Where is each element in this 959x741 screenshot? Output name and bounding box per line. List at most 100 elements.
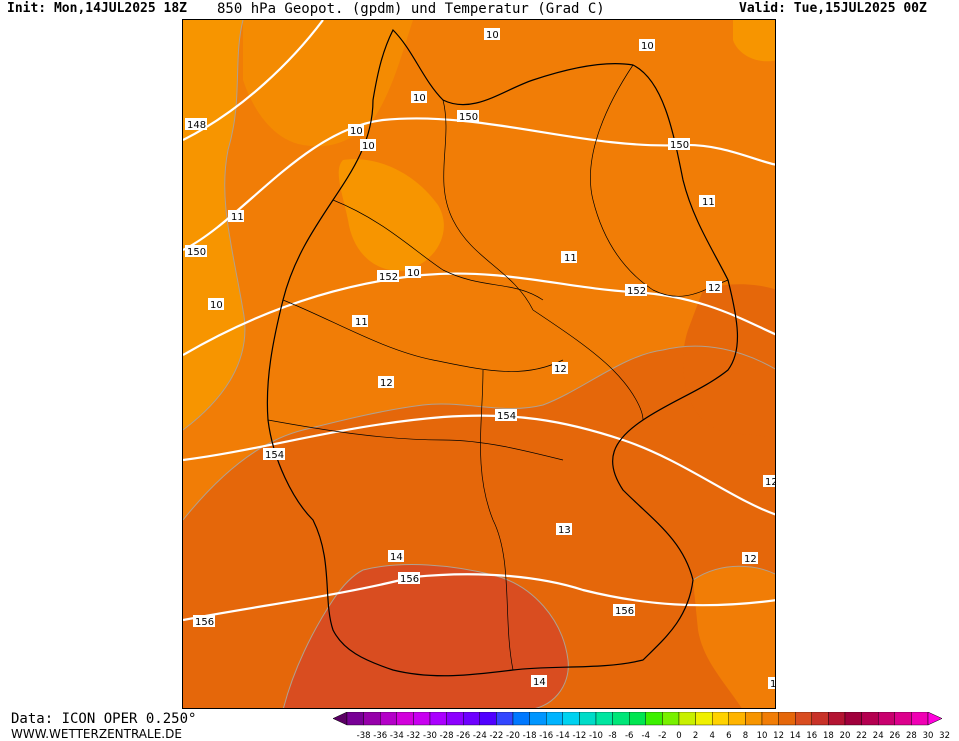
- temp-label-12-e: 12: [744, 554, 757, 565]
- temp-band-8-10-northeast: [733, 20, 775, 62]
- legend-tick-label: -22: [489, 731, 503, 740]
- color-legend-ticks: -38 -36 -34 -32 -30 -28 -26 -24 -22 -20 -18 -16 -14-…: [357, 731, 950, 740]
- legend-tick-label: 18: [823, 731, 834, 740]
- init-time: Init: Mon,14JUL2025 18Z: [7, 1, 188, 16]
- legend-cell: [795, 712, 813, 726]
- legend-tick-label: -36: [373, 731, 387, 740]
- legend-cell: [778, 712, 796, 726]
- legend-tick-label: 24: [873, 731, 884, 740]
- legend-cell: [612, 712, 630, 726]
- legend-tick-label: -6: [625, 731, 633, 740]
- temp-band-8-10-coast: [243, 20, 413, 147]
- legend-cell: [844, 712, 862, 726]
- temp-label-13: 13: [558, 525, 571, 536]
- legend-cell: [678, 712, 696, 726]
- legend-cell: [645, 712, 663, 726]
- temp-label-12-d: 12: [765, 477, 776, 488]
- geo-label-148: 148: [187, 120, 206, 131]
- legend-cell: [413, 712, 431, 726]
- legend-tick-label: -26: [456, 731, 470, 740]
- legend-tick-label: -38: [357, 731, 371, 740]
- legend-cell: [828, 712, 846, 726]
- legend-arrow-low: [333, 712, 348, 726]
- legend-cell: [512, 712, 530, 726]
- temp-label-11-b: 11: [702, 197, 715, 208]
- legend-cell: [695, 712, 713, 726]
- legend-tick-label: -2: [658, 731, 666, 740]
- legend-cell: [745, 712, 763, 726]
- legend-tick-label: 30: [923, 731, 934, 740]
- legend-tick-label: 20: [840, 731, 851, 740]
- temp-label-12-c: 12: [380, 378, 393, 389]
- geopotential-labels: 148 150 150 150 152 152 154 154 156 156 …: [185, 110, 690, 628]
- legend-tick-label: -8: [608, 731, 616, 740]
- legend-tick-label: -12: [572, 731, 586, 740]
- geopotential-lines: [183, 20, 775, 622]
- legend-tick-label: 16: [806, 731, 817, 740]
- legend-tick-label: -14: [556, 731, 570, 740]
- legend-tick-label: 22: [856, 731, 867, 740]
- legend-cell: [894, 712, 912, 726]
- legend-tick-label: 8: [743, 731, 748, 740]
- legend-cell: [545, 712, 563, 726]
- legend-cell: [761, 712, 779, 726]
- temp-label-14-a: 14: [390, 552, 403, 563]
- legend-tick-label: 28: [906, 731, 917, 740]
- legend-tick-label: 0: [676, 731, 681, 740]
- temperature-labels: 10 10 10 10 10 10 10 11 11 11 11 12 12 1…: [208, 28, 776, 690]
- temp-label-1: 1: [770, 679, 776, 690]
- temp-label-10-c: 10: [413, 93, 426, 104]
- legend-tick-label: 26: [889, 731, 900, 740]
- legend-tick-label: -30: [423, 731, 437, 740]
- legend-cell: [712, 712, 730, 726]
- legend-cell: [629, 712, 647, 726]
- legend-cell: [562, 712, 580, 726]
- legend-cell: [479, 712, 497, 726]
- geo-label-156-a: 156: [400, 574, 419, 585]
- legend-cell: [462, 712, 480, 726]
- temp-band-8-10-north: [338, 159, 444, 271]
- valid-time: Valid: Tue,15JUL2025 00Z: [739, 1, 927, 16]
- temp-label-10-b: 10: [641, 41, 654, 52]
- temp-label-11-a: 11: [231, 212, 244, 223]
- legend-tick-label: -24: [473, 731, 487, 740]
- temp-label-10-a: 10: [486, 30, 499, 41]
- legend-tick-label: -4: [642, 731, 650, 740]
- temp-label-10-g: 10: [210, 300, 223, 311]
- temp-label-12-a: 12: [708, 283, 721, 294]
- legend-cell: [911, 712, 929, 726]
- isotherm-lines: [183, 20, 775, 708]
- legend-cell: [878, 712, 896, 726]
- temp-label-11-d: 11: [355, 317, 368, 328]
- legend-tick-label: 12: [773, 731, 784, 740]
- legend-tick-label: -16: [539, 731, 553, 740]
- geo-label-154-a: 154: [497, 411, 516, 422]
- legend-tick-label: -18: [523, 731, 537, 740]
- temp-label-10-d: 10: [350, 126, 363, 137]
- legend-cell: [662, 712, 680, 726]
- temp-label-11-c: 11: [564, 253, 577, 264]
- weather-map: 148 150 150 150 152 152 154 154 156 156 …: [182, 19, 776, 709]
- map-canvas: 148 150 150 150 152 152 154 154 156 156 …: [183, 20, 776, 708]
- geo-label-156-b: 156: [615, 606, 634, 617]
- legend-tick-label: 10: [757, 731, 768, 740]
- legend-tick-label: -10: [589, 731, 603, 740]
- legend-cell: [811, 712, 829, 726]
- chart-title: 850 hPa Geopot. (gpdm) und Temperatur (G…: [217, 1, 605, 17]
- temp-label-10-e: 10: [362, 141, 375, 152]
- legend-cell: [429, 712, 447, 726]
- legend-cell: [346, 712, 364, 726]
- legend-cell: [595, 712, 613, 726]
- legend-tick-label: 14: [790, 731, 801, 740]
- color-legend: -38 -36 -34 -32 -30 -28 -26 -24 -22 -20 -18 -16 -14-…: [333, 712, 950, 740]
- legend-cell: [446, 712, 464, 726]
- geo-label-150-c: 150: [187, 247, 206, 258]
- legend-cell: [396, 712, 414, 726]
- temp-label-12-b: 12: [554, 364, 567, 375]
- geo-label-152-b: 152: [627, 286, 646, 297]
- legend-cell: [579, 712, 597, 726]
- color-legend-cells: [333, 712, 943, 726]
- legend-tick-label: -32: [406, 731, 420, 740]
- legend-cell: [861, 712, 879, 726]
- legend-tick-label: 6: [726, 731, 731, 740]
